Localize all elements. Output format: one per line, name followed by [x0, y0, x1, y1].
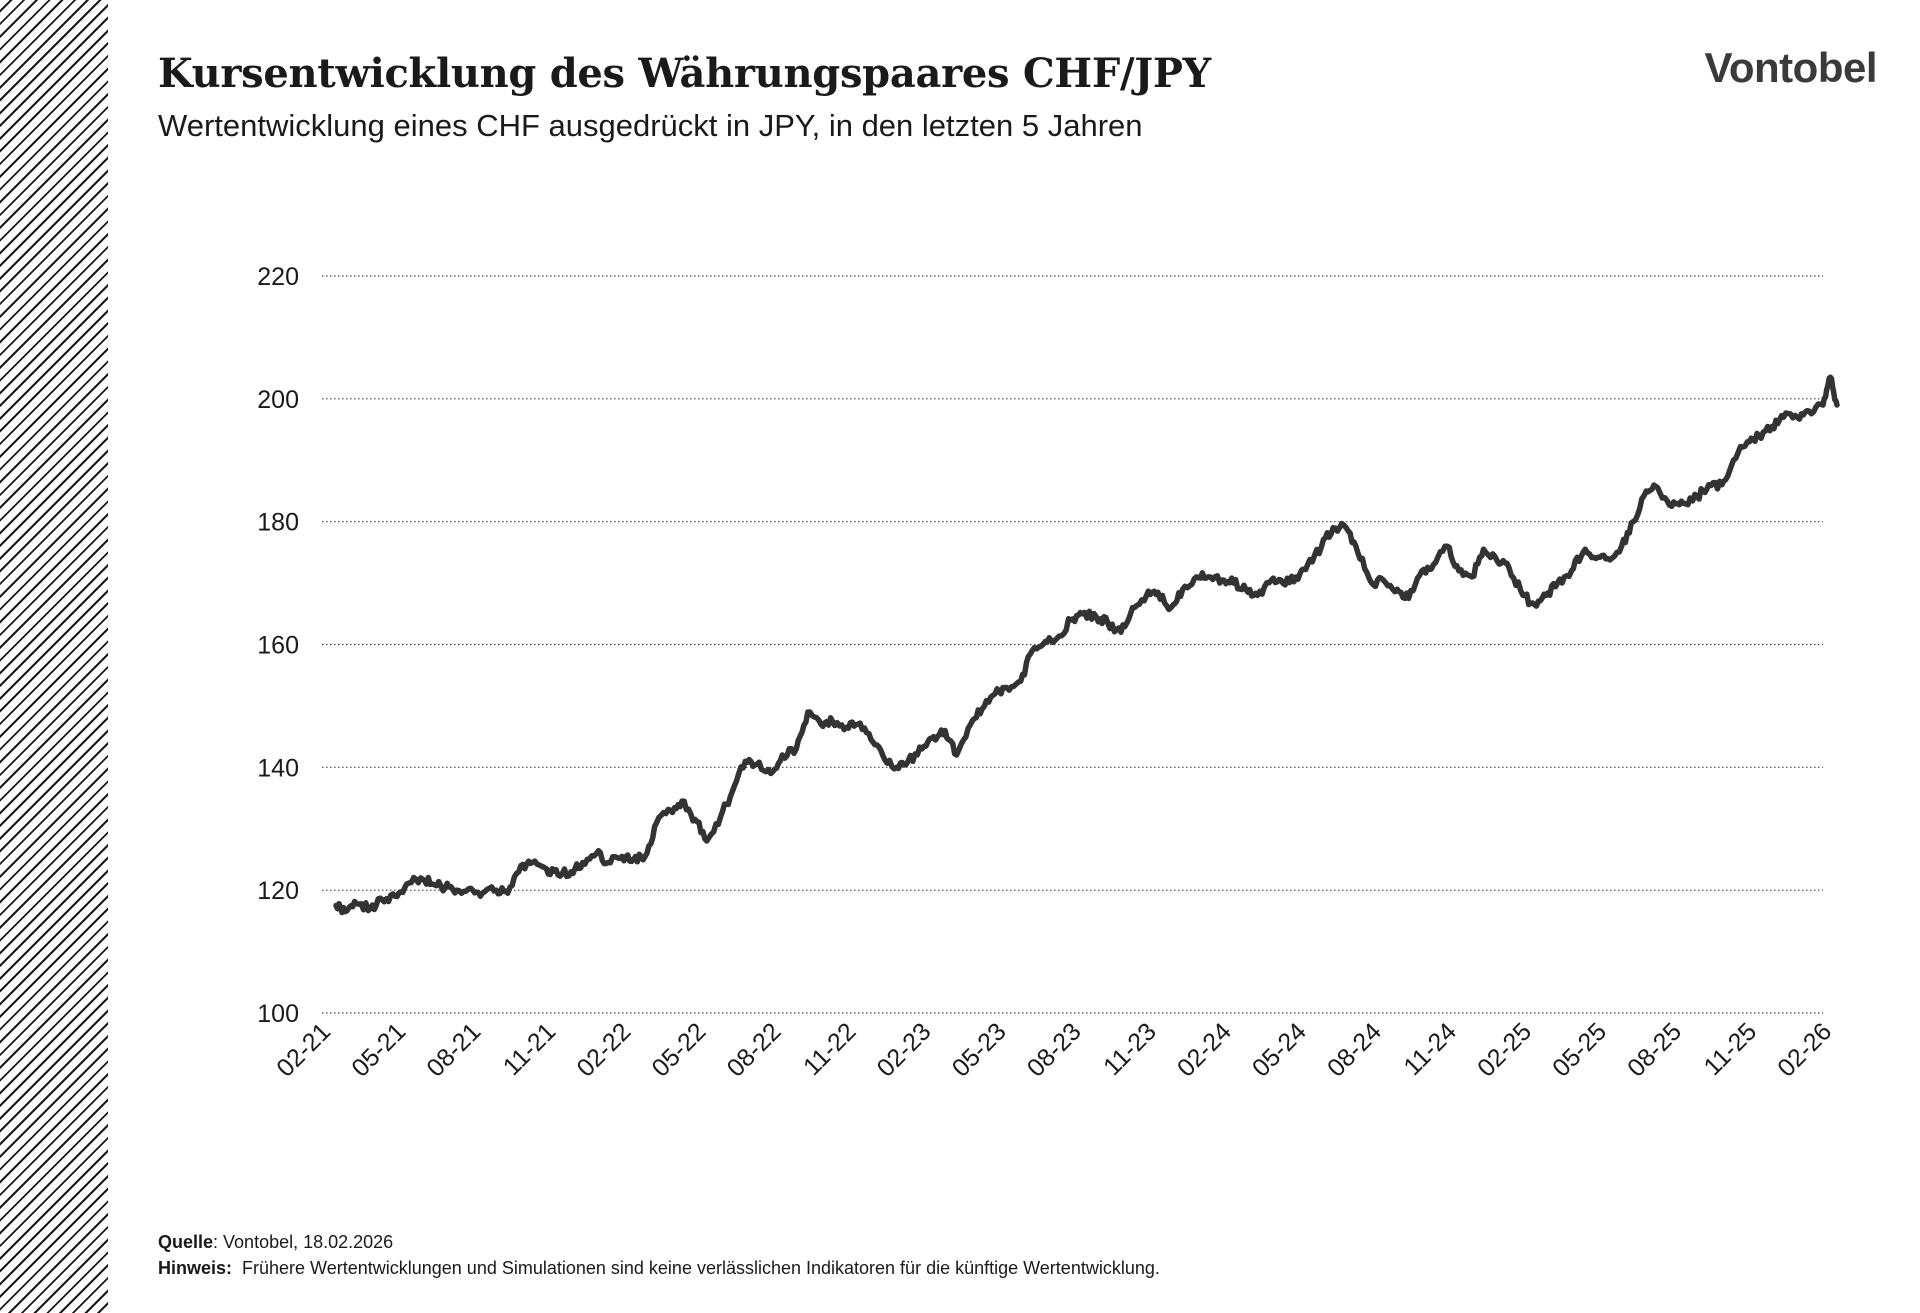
- grid-lines: [322, 275, 1823, 1014]
- x-tick-label: 02-26: [1772, 1017, 1837, 1082]
- x-tick-label: 05-21: [346, 1017, 411, 1082]
- series-line-chf-jpy: [333, 374, 1840, 916]
- y-tick-label: 200: [257, 386, 299, 414]
- x-tick-label: 02-24: [1172, 1017, 1237, 1082]
- x-axis-ticks: 02-21 05-21 08-21 11-21 02-22 05-22 08-22 11-22…: [271, 1017, 1837, 1082]
- chart-subtitle: Wertentwicklung eines CHF ausgedrückt in…: [158, 108, 1143, 143]
- x-tick-label: 02-22: [571, 1017, 636, 1082]
- x-tick-label: 05-24: [1247, 1017, 1312, 1082]
- x-tick-label: 11-24: [1398, 1017, 1462, 1081]
- x-tick-label: 11-25: [1698, 1017, 1762, 1081]
- x-tick-label: 05-25: [1547, 1017, 1612, 1082]
- x-tick-label: 08-24: [1322, 1017, 1387, 1082]
- x-tick-label: 08-23: [1022, 1017, 1087, 1082]
- y-tick-label: 100: [257, 1000, 299, 1028]
- note-text: Frühere Wertentwicklungen und Simulation…: [242, 1258, 1160, 1278]
- y-tick-label: 120: [257, 877, 299, 905]
- x-tick-label: 02-25: [1472, 1017, 1537, 1082]
- x-tick-label: 08-21: [421, 1017, 486, 1082]
- y-tick-label: 140: [257, 754, 299, 782]
- x-tick-label: 11-21: [498, 1017, 562, 1081]
- x-tick-label: 05-23: [947, 1017, 1012, 1082]
- y-tick-label: 160: [257, 632, 299, 660]
- source-note: Quelle: Vontobel, 18.02.2026: [158, 1232, 393, 1253]
- source-text: : Vontobel, 18.02.2026: [213, 1232, 394, 1252]
- x-tick-label: 08-25: [1622, 1017, 1687, 1082]
- decorative-stripe: [0, 0, 108, 1313]
- note-label: Hinweis:: [158, 1258, 233, 1278]
- series-layer: [333, 374, 1840, 916]
- x-tick-label: 08-22: [722, 1017, 787, 1082]
- chart-title: Kursentwicklung des Währungspaares CHF/J…: [158, 50, 1211, 97]
- x-tick-label: 11-22: [798, 1017, 862, 1081]
- source-label: Quelle: [158, 1232, 214, 1252]
- y-axis-ticks: 100 120 140 160 180 200 220: [257, 263, 299, 1028]
- x-tick-label: 11-23: [1098, 1017, 1162, 1081]
- vontobel-logo: Vontobel: [1704, 44, 1877, 91]
- x-tick-label: 02-23: [872, 1017, 937, 1082]
- x-tick-label: 05-22: [646, 1017, 711, 1082]
- y-tick-label: 180: [257, 509, 299, 537]
- y-tick-label: 220: [257, 263, 299, 291]
- disclaimer-note: Hinweis: Frühere Wertentwicklungen und S…: [158, 1258, 1160, 1279]
